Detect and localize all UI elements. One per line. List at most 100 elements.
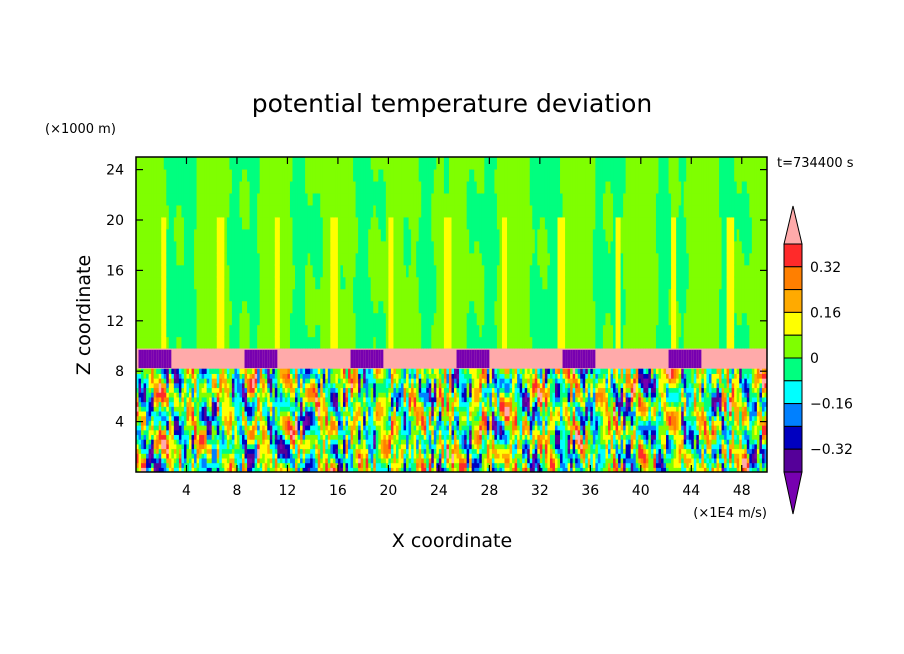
contour-cell [221,324,225,338]
contour-cell [403,434,407,440]
contour-cell [239,252,243,266]
contour-cell [284,373,289,379]
contour-cell [244,276,248,290]
contour-cell [383,410,387,417]
contour-cell [431,462,435,468]
contour-cell [163,378,167,384]
contour-cell [423,415,427,421]
contour-cell [300,348,304,370]
contour-cell [272,434,276,440]
contour-cell [448,324,453,338]
contour-cell [274,401,278,407]
contour-cell [262,410,266,417]
contour-cell [178,415,183,421]
contour-cell [173,216,177,230]
contour-cell [196,448,200,454]
contour-cell [224,382,228,389]
contour-cell [408,192,412,206]
contour-cell [136,264,140,278]
contour-cell [161,453,165,459]
contour-cell [360,392,364,398]
contour-cell [393,425,397,431]
contour-cell [325,448,329,454]
contour-cell [363,462,367,468]
contour-cell [322,368,326,374]
contour-cell [426,228,430,242]
contour-cell [413,392,417,398]
contour-cell [454,429,458,436]
contour-cell [196,180,200,194]
contour-cell [267,410,271,417]
contour-cell [378,288,382,302]
contour-cell [211,425,215,431]
contour-cell [289,288,294,302]
contour-cell [264,448,268,454]
contour-cell [178,420,183,426]
contour-cell [242,406,246,412]
contour-cell [433,429,437,436]
contour-cell [221,288,225,302]
contour-cell [411,228,415,242]
contour-cell [151,434,155,440]
contour-cell [156,429,160,436]
contour-cell [302,396,306,403]
contour-cell [348,467,352,472]
contour-cell [239,410,243,417]
contour-cell [171,406,175,412]
contour-cell [305,336,309,350]
contour-cell [441,387,445,393]
contour-cell [292,204,296,218]
contour-cell [360,406,364,412]
contour-cell [292,180,296,194]
contour-cell [348,401,352,407]
contour-cell [401,467,405,472]
contour-cell [146,439,150,445]
contour-cell [173,368,177,374]
contour-cell [206,324,210,338]
contour-cell [249,382,253,389]
contour-cell [262,429,266,436]
contour-cell [146,378,150,384]
contour-cell [292,401,296,407]
contour-cell [151,336,155,350]
contour-cell [211,216,215,230]
contour-cell [300,429,304,436]
contour-cell [279,434,283,440]
contour-cell [153,457,157,464]
contour-cell [216,336,220,350]
contour-cell [264,392,268,398]
contour-cell [274,392,278,398]
contour-cell [327,425,331,431]
contour-cell [325,336,329,350]
contour-cell [454,336,458,350]
contour-cell [211,406,215,412]
contour-cell [330,406,334,412]
contour-cell [143,462,147,468]
contour-cell [262,373,266,379]
contour-cell [224,448,228,454]
contour-cell [307,324,311,338]
contour-cell [242,392,246,398]
contour-cell [355,429,359,436]
contour-cell [350,373,354,379]
contour-cell [229,448,233,454]
contour-cell [317,324,321,338]
contour-cell [305,368,309,374]
contour-cell [365,467,369,472]
contour-cell [211,348,215,370]
contour-cell [406,157,410,170]
contour-cell [353,401,357,407]
contour-cell [441,192,445,206]
contour-cell [204,448,208,454]
contour-cell [307,396,311,403]
contour-cell [267,349,271,369]
contour-cell [272,349,276,369]
contour-cell [446,396,450,403]
contour-cell [226,410,230,417]
contour-cell [257,382,261,389]
contour-cell [322,300,326,314]
contour-cell [196,457,200,464]
contour-cell [395,276,400,290]
contour-cell [358,406,362,412]
contour-cell [302,216,306,230]
